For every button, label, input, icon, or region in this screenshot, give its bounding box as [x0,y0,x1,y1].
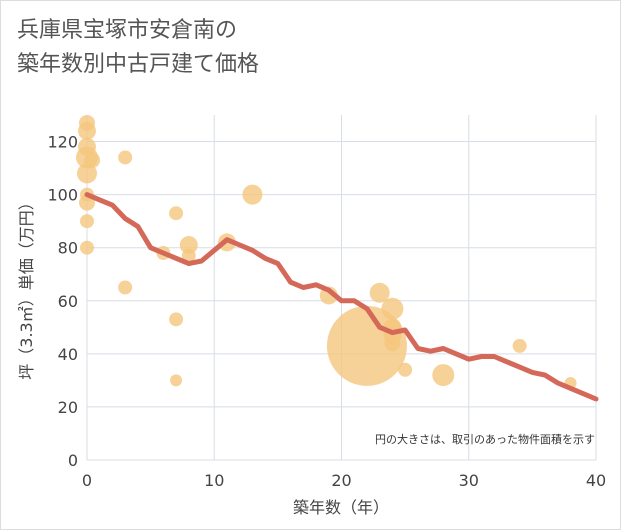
y-tick-100: 100 [47,186,78,205]
data-point-5 [77,163,97,184]
data-point-16 [179,236,198,255]
chart-title: 兵庫県宝塚市安倉南の 築年数別中古戸建て価格 [17,14,259,82]
x-tick-0: 0 [82,471,92,490]
data-point-27 [398,362,413,377]
x-tick-10: 10 [204,471,224,490]
data-point-17 [181,248,196,263]
x-axis-label: 築年数（年） [293,498,389,517]
data-point-22 [369,282,390,303]
data-point-13 [169,206,184,221]
grid-lines [86,115,597,461]
data-point-1 [78,121,96,140]
chart-title-line-2: 築年数別中古戸建て価格 [17,52,260,77]
trend-line-group [84,192,599,402]
data-point-26 [384,335,401,352]
trend-line [84,192,599,402]
data-point-9 [80,240,94,255]
data-point-28 [432,364,455,387]
data-point-23 [381,297,404,320]
data-point-19 [242,184,263,205]
y-tick-0: 0 [68,451,78,470]
chart-title-line-1: 兵庫県宝塚市安倉南の [17,18,238,43]
y-tick-60: 60 [58,292,78,311]
x-tick-labels: 0 10 20 30 40 [82,471,606,490]
data-point-11 [118,280,133,295]
y-tick-120: 120 [47,133,78,152]
y-axis-label: 坪（3.3㎡）単価（万円） [17,194,36,379]
data-point-14 [169,312,184,327]
data-point-29 [512,338,527,353]
data-point-8 [80,214,94,229]
y-tick-labels: 0 20 40 60 80 100 120 [47,133,78,470]
x-tick-40: 40 [586,471,606,490]
size-legend-note: 円の大きさは、取引のあった物件面積を示す [375,432,595,446]
x-tick-20: 20 [331,471,351,490]
y-tick-80: 80 [58,239,78,258]
y-tick-20: 20 [58,398,78,417]
data-point-10 [118,150,133,165]
x-tick-30: 30 [459,471,479,490]
data-point-15 [170,374,183,387]
y-tick-40: 40 [58,345,78,364]
